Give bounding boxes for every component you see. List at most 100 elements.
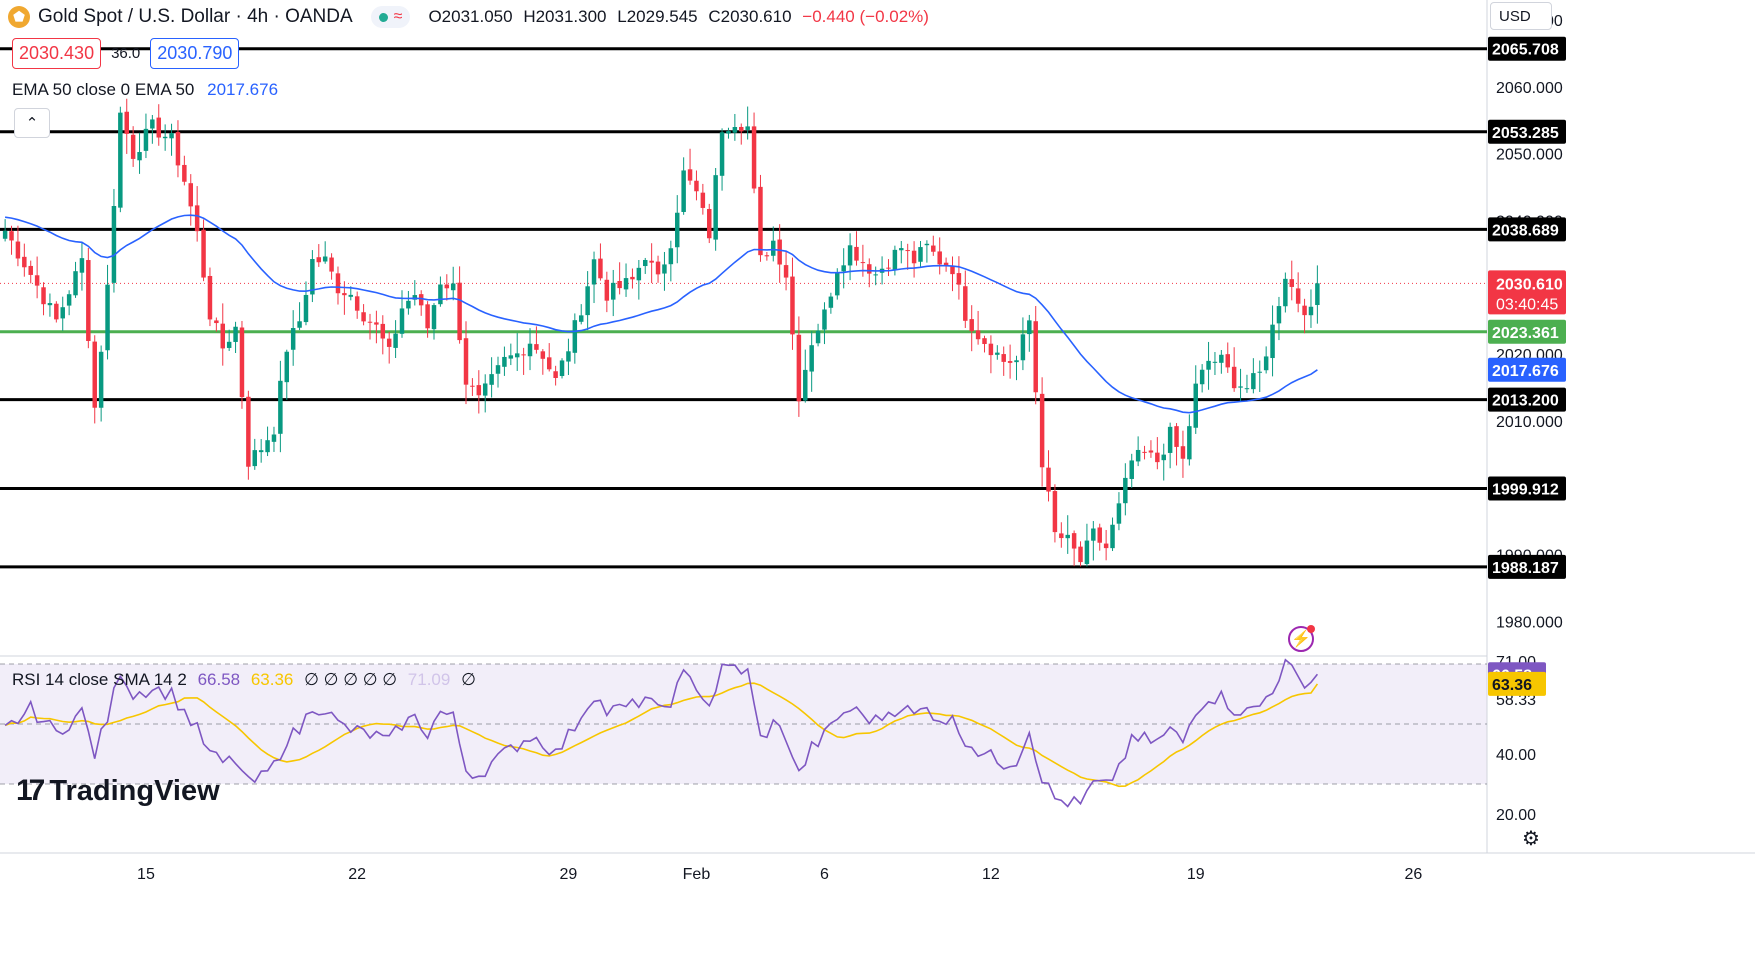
candle-body xyxy=(655,261,661,275)
candle-body xyxy=(777,239,782,265)
candle-body xyxy=(233,326,238,342)
ohlc-high: H2031.300 xyxy=(523,7,607,26)
candle-body xyxy=(1315,283,1320,306)
candle-body xyxy=(803,369,808,401)
flash-alert-icon[interactable]: ⚡ xyxy=(1288,625,1315,652)
currency-button[interactable]: USD xyxy=(1490,2,1552,30)
candle-body xyxy=(482,383,488,396)
candle-body xyxy=(1091,528,1096,541)
bar-countdown-label: 03:40:45 xyxy=(1496,296,1558,313)
candle-body xyxy=(1142,451,1147,453)
candle-body xyxy=(1129,460,1134,479)
candle-body xyxy=(1084,540,1090,565)
sell-price-button[interactable]: 2030.430 xyxy=(12,38,102,69)
candle-body xyxy=(899,248,904,251)
candle-body xyxy=(386,338,392,347)
candle-body xyxy=(1033,321,1038,393)
candle-body xyxy=(1110,524,1115,549)
candle-body xyxy=(604,279,610,301)
candle-body xyxy=(636,267,642,281)
candle-body xyxy=(201,229,206,278)
x-tick-label: 15 xyxy=(137,866,155,883)
candle-body xyxy=(111,205,117,283)
candle-body xyxy=(623,278,629,290)
candle-body xyxy=(220,323,226,349)
candle-body xyxy=(194,205,200,232)
market-open-dot-icon xyxy=(378,12,388,22)
level-axis-label: 1988.187 xyxy=(1492,560,1559,577)
candle-body xyxy=(118,112,123,208)
candle-body xyxy=(937,251,942,265)
candle-body xyxy=(975,330,981,340)
rsi-faded-value: 71.09 xyxy=(407,670,451,689)
candle-body xyxy=(444,284,450,289)
candle-body xyxy=(1283,278,1288,307)
candle-body xyxy=(1244,388,1250,390)
notification-dot-icon xyxy=(1307,625,1315,633)
rsi-legend[interactable]: RSI 14 close SMA 14 2 66.58 63.36 ∅ ∅ ∅ … xyxy=(12,670,476,690)
current-price-axis-label: 2030.610 xyxy=(1496,276,1563,293)
candle-body xyxy=(1238,386,1243,388)
candle-body xyxy=(297,321,302,328)
candle-body xyxy=(931,245,936,252)
candle-body xyxy=(867,264,872,274)
candle-body xyxy=(284,351,290,383)
rsi-y-tick-label: 40.00 xyxy=(1496,747,1536,764)
candle-body xyxy=(175,132,181,166)
candle-body xyxy=(988,343,994,356)
candle-body xyxy=(214,320,219,324)
candle-body xyxy=(22,256,27,268)
candle-body xyxy=(105,284,110,351)
candle-body xyxy=(15,241,21,259)
candle-body xyxy=(534,344,539,350)
buy-price-button[interactable]: 2030.790 xyxy=(150,38,240,69)
settings-gear-icon[interactable]: ⚙ xyxy=(1522,828,1540,850)
candle-body xyxy=(54,303,59,320)
candle-body xyxy=(239,327,245,398)
candle-body xyxy=(1097,527,1102,543)
candle-body xyxy=(546,357,552,370)
candle-body xyxy=(1225,354,1230,368)
rsi-empty-values: ∅ ∅ ∅ ∅ ∅ xyxy=(304,670,398,689)
rsi-line xyxy=(4,658,1319,808)
market-status-pill[interactable]: ≈ xyxy=(370,6,411,28)
candle-body xyxy=(367,321,373,323)
symbol-title[interactable]: Gold Spot / U.S. Dollar · 4h · OANDA xyxy=(38,6,353,27)
candle-body xyxy=(303,294,309,323)
candle-body xyxy=(963,286,968,321)
ema-axis-label: 2017.676 xyxy=(1492,363,1559,380)
tradingview-logo[interactable]: 17 TradingView xyxy=(16,774,220,808)
rsi-sma-legend-value: 63.36 xyxy=(250,670,294,689)
candle-body xyxy=(1180,446,1186,459)
current-price-axis-box xyxy=(1488,270,1566,315)
candle-body xyxy=(98,351,104,408)
x-tick-label: 12 xyxy=(982,866,1000,883)
level-axis-label-box xyxy=(1488,554,1566,579)
candle-body xyxy=(1276,306,1282,324)
candle-body xyxy=(1020,334,1026,361)
candle-body xyxy=(150,119,155,129)
ema-line xyxy=(4,214,1318,414)
ema-legend[interactable]: EMA 50 close 0 EMA 50 2017.676 xyxy=(12,80,278,100)
candle-body xyxy=(207,275,213,320)
candle-body xyxy=(1193,383,1198,428)
x-tick-label: 29 xyxy=(560,866,578,883)
candle-body xyxy=(1212,361,1218,363)
rsi-sma-axis-label: 63.36 xyxy=(1492,677,1532,694)
y-tick-label: 1980.000 xyxy=(1496,615,1563,632)
candle-body xyxy=(393,333,398,348)
candle-body xyxy=(354,296,360,311)
candle-body xyxy=(1059,533,1064,539)
candle-body xyxy=(278,380,283,434)
collapse-legend-button[interactable]: ⌃ xyxy=(14,108,50,138)
candle-body xyxy=(130,134,136,159)
candle-body xyxy=(617,280,622,289)
candle-body xyxy=(687,169,693,181)
candle-body xyxy=(918,247,923,262)
candle-body xyxy=(9,231,14,241)
candle-body xyxy=(643,259,648,267)
rsi-legend-value: 66.58 xyxy=(197,670,241,689)
candle-body xyxy=(572,320,578,353)
